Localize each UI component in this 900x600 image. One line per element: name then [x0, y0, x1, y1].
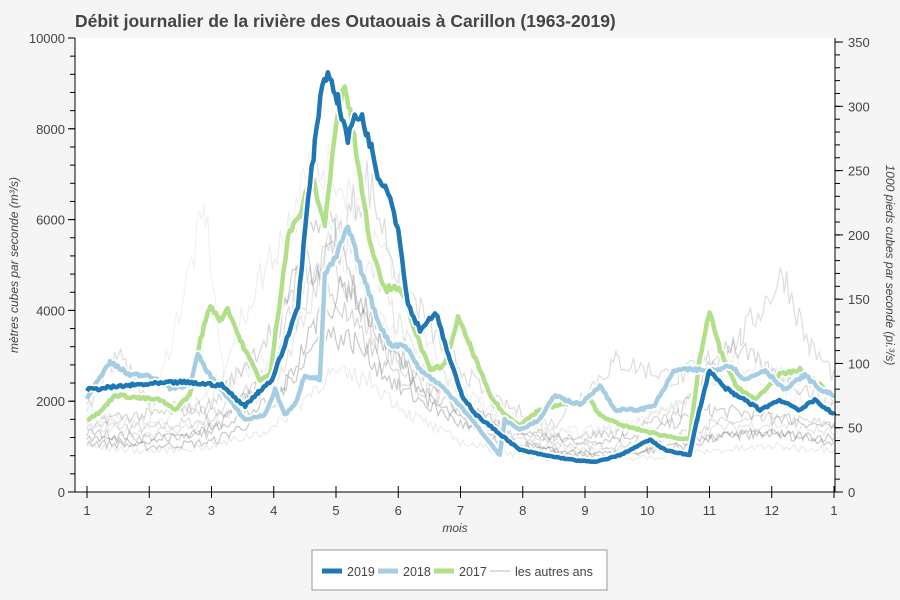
legend-label-2018: 2018 [403, 565, 431, 579]
line-2017 [86, 84, 836, 443]
x-tick-label: 10 [640, 503, 654, 518]
x-tick-label: 1 [830, 503, 837, 518]
y-right-tick-label: 150 [848, 292, 870, 307]
y-tick-label: 4000 [36, 303, 65, 318]
line-other-year [86, 213, 835, 456]
x-tick-label: 1 [83, 503, 90, 518]
legend-box [311, 549, 608, 591]
x-tick-label: 4 [270, 503, 277, 518]
line-other-year [86, 160, 835, 429]
line-other-year [86, 326, 835, 460]
x-tick-label: 7 [457, 503, 464, 518]
chart-title: Débit journalier de la rivière des Outao… [75, 11, 616, 31]
axes: 0 2000 4000 6000 8000 10000 0 50 100 150 200 250 300… [29, 31, 870, 518]
x-tick-label: 5 [332, 503, 339, 518]
plot-area [75, 38, 835, 492]
y-axis-label-left: mètres cubes par seconde (m³/s) [7, 177, 21, 353]
y-tick-label: 2000 [36, 394, 65, 409]
y-right-tick-label: 250 [848, 164, 870, 179]
y-axis-label-right: 1000 pieds cubes par seconde (pi.³/s) [883, 165, 897, 366]
x-tick-label: 3 [208, 503, 215, 518]
legend: 2019 2018 2017 les autres ans [311, 549, 608, 591]
y-tick-label: 6000 [36, 213, 65, 228]
x-tick-label: 11 [703, 503, 717, 518]
x-tick-label: 12 [765, 503, 779, 518]
y-right-tick-label: 0 [848, 485, 855, 500]
y-right-tick-label: 50 [848, 421, 862, 436]
legend-label-2019: 2019 [347, 565, 375, 579]
highlight-year-lines [83, 68, 838, 466]
y-right-tick-label: 200 [848, 228, 870, 243]
legend-label-2017: 2017 [459, 565, 487, 579]
x-tick-label: 8 [519, 503, 526, 518]
y-tick-label: 8000 [36, 122, 65, 137]
y-right-tick-label: 300 [848, 99, 870, 114]
x-tick-label: 9 [581, 503, 588, 518]
x-tick-label: 2 [146, 503, 153, 518]
legend-label-other-years: les autres ans [515, 565, 593, 579]
y-tick-label: 10000 [29, 31, 65, 46]
line-2019 [85, 70, 837, 465]
x-axis-label: mois [442, 521, 467, 535]
y-tick-label: 0 [58, 485, 65, 500]
line-other-year [86, 274, 835, 459]
x-tick-label: 6 [395, 503, 402, 518]
y-right-tick-label: 100 [848, 356, 870, 371]
y-right-tick-label: 350 [848, 35, 870, 50]
line-other-year [86, 364, 835, 465]
